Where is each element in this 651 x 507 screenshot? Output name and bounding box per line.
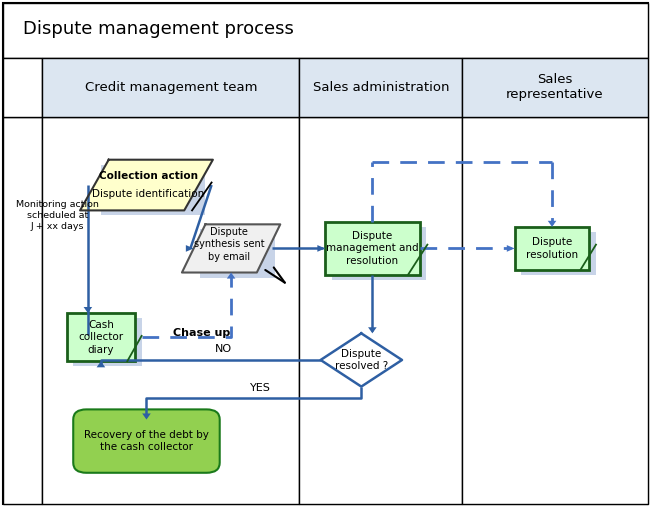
FancyBboxPatch shape bbox=[462, 58, 648, 117]
Text: Dispute management process: Dispute management process bbox=[23, 20, 294, 38]
Polygon shape bbox=[142, 414, 151, 420]
Text: NO: NO bbox=[215, 344, 232, 354]
Text: Sales
representative: Sales representative bbox=[506, 74, 603, 101]
FancyBboxPatch shape bbox=[42, 117, 299, 504]
Text: Credit management team: Credit management team bbox=[85, 81, 257, 94]
FancyBboxPatch shape bbox=[299, 58, 462, 117]
Text: Dispute
resolved ?: Dispute resolved ? bbox=[335, 349, 388, 371]
Polygon shape bbox=[227, 273, 236, 279]
Text: Sales administration: Sales administration bbox=[312, 81, 449, 94]
Text: Monitoring action
scheduled at
J + xx days: Monitoring action scheduled at J + xx da… bbox=[16, 200, 99, 231]
FancyBboxPatch shape bbox=[101, 165, 205, 215]
Polygon shape bbox=[182, 224, 280, 273]
FancyBboxPatch shape bbox=[67, 313, 135, 361]
FancyBboxPatch shape bbox=[201, 229, 275, 278]
Text: Chase up: Chase up bbox=[173, 328, 230, 338]
FancyBboxPatch shape bbox=[462, 117, 648, 504]
Polygon shape bbox=[320, 334, 402, 387]
Polygon shape bbox=[547, 221, 557, 227]
Text: YES: YES bbox=[250, 383, 271, 393]
FancyBboxPatch shape bbox=[42, 58, 299, 117]
FancyBboxPatch shape bbox=[331, 227, 426, 280]
Text: Recovery of the debt by
the cash collector: Recovery of the debt by the cash collect… bbox=[84, 430, 209, 452]
Text: Dispute
resolution: Dispute resolution bbox=[526, 237, 578, 260]
FancyBboxPatch shape bbox=[514, 227, 590, 270]
Text: Dispute
synthesis sent
by email: Dispute synthesis sent by email bbox=[194, 227, 264, 262]
Text: Dispute
management and
resolution: Dispute management and resolution bbox=[326, 231, 419, 266]
Polygon shape bbox=[83, 307, 92, 313]
Text: Dispute identification: Dispute identification bbox=[92, 189, 204, 199]
Polygon shape bbox=[317, 245, 325, 252]
FancyBboxPatch shape bbox=[325, 222, 419, 275]
FancyBboxPatch shape bbox=[73, 410, 220, 473]
Polygon shape bbox=[186, 245, 194, 252]
FancyBboxPatch shape bbox=[3, 58, 42, 117]
FancyBboxPatch shape bbox=[3, 117, 42, 504]
FancyBboxPatch shape bbox=[73, 318, 142, 366]
Polygon shape bbox=[506, 245, 514, 252]
Text: Cash
collector
diary: Cash collector diary bbox=[78, 320, 124, 354]
FancyBboxPatch shape bbox=[3, 3, 648, 504]
Polygon shape bbox=[96, 361, 105, 367]
Text: Collection action: Collection action bbox=[99, 171, 198, 181]
Polygon shape bbox=[368, 328, 377, 334]
FancyBboxPatch shape bbox=[521, 232, 596, 275]
FancyBboxPatch shape bbox=[299, 117, 462, 504]
Polygon shape bbox=[80, 160, 213, 210]
FancyBboxPatch shape bbox=[3, 3, 648, 58]
